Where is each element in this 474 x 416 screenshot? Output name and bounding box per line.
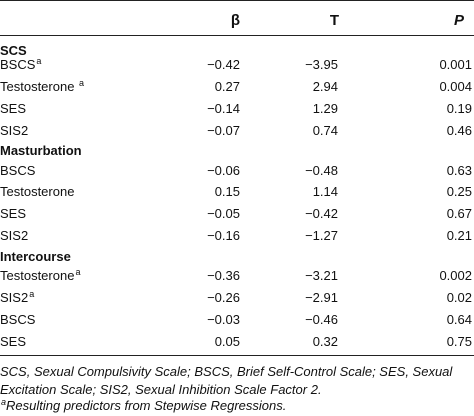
table-row: BSCS −0.06 −0.48 0.63 bbox=[0, 160, 474, 182]
t-value: −1.27 bbox=[305, 228, 338, 243]
footnote-marker: a bbox=[75, 267, 81, 277]
t-value: −3.21 bbox=[305, 268, 338, 283]
p-value: 0.67 bbox=[446, 206, 472, 221]
table-row: BSCS −0.03 −0.46 0.64 bbox=[0, 309, 474, 331]
table-row: Testosteronea −0.36 −3.21 0.002 bbox=[0, 265, 474, 287]
row-label: SIS2a bbox=[0, 289, 35, 306]
column-header-p: P bbox=[453, 12, 464, 29]
row-label: SES bbox=[0, 101, 27, 116]
table-note-line-2: Excitation Scale; SIS2, Sexual Inhibitio… bbox=[0, 382, 322, 397]
beta-value: 0.27 bbox=[214, 79, 240, 94]
table-header-rule bbox=[0, 35, 474, 36]
t-value: −0.46 bbox=[305, 312, 338, 327]
p-value: 0.02 bbox=[446, 290, 472, 305]
beta-value: 0.15 bbox=[214, 184, 240, 199]
beta-value: −0.26 bbox=[207, 290, 240, 305]
footnote-marker: a bbox=[79, 78, 85, 88]
table-row: SIS2 −0.07 0.74 0.46 bbox=[0, 120, 474, 142]
row-label: BSCSa bbox=[0, 56, 42, 73]
p-value: 0.64 bbox=[446, 312, 472, 327]
table-row: BSCSa −0.42 −3.95 0.001 bbox=[0, 54, 474, 76]
table-row: SIS2 −0.16 −1.27 0.21 bbox=[0, 225, 474, 247]
beta-value: −0.05 bbox=[207, 206, 240, 221]
t-value: −2.91 bbox=[305, 290, 338, 305]
column-header-t: T bbox=[329, 12, 339, 29]
table-bottom-rule bbox=[0, 355, 474, 356]
section-title-masturbation: Masturbation bbox=[0, 143, 82, 158]
p-value: 0.75 bbox=[446, 334, 472, 349]
beta-value: −0.16 bbox=[207, 228, 240, 243]
t-value: 1.29 bbox=[312, 101, 338, 116]
p-value: 0.19 bbox=[446, 101, 472, 116]
p-value: 0.004 bbox=[439, 79, 472, 94]
footnote-marker: a bbox=[1, 397, 7, 407]
p-value: 0.002 bbox=[439, 268, 472, 283]
p-value: 0.21 bbox=[446, 228, 472, 243]
t-value: 2.94 bbox=[312, 79, 338, 94]
footnote-marker: a bbox=[36, 56, 42, 66]
t-value: 1.14 bbox=[312, 184, 338, 199]
t-value: 0.32 bbox=[312, 334, 338, 349]
beta-value: −0.36 bbox=[207, 268, 240, 283]
row-label: SES bbox=[0, 334, 27, 349]
table-row: Testosterone 0.15 1.14 0.25 bbox=[0, 181, 474, 203]
section-title-intercourse: Intercourse bbox=[0, 249, 71, 264]
p-value: 0.25 bbox=[446, 184, 472, 199]
p-value: 0.001 bbox=[439, 57, 472, 72]
row-label: BSCS bbox=[0, 312, 36, 327]
row-label: BSCS bbox=[0, 163, 36, 178]
row-label: SES bbox=[0, 206, 27, 221]
beta-value: −0.07 bbox=[207, 123, 240, 138]
t-value: −3.95 bbox=[305, 57, 338, 72]
table-note-line-1: SCS, Sexual Compulsivity Scale; BSCS, Br… bbox=[0, 364, 453, 379]
table-footnote: aResulting predictors from Stepwise Regr… bbox=[1, 397, 287, 414]
t-value: −0.48 bbox=[305, 163, 338, 178]
beta-value: −0.14 bbox=[207, 101, 240, 116]
footnote-marker: a bbox=[29, 289, 35, 299]
row-label: Testosterone bbox=[0, 184, 75, 199]
row-label: Testosterone a bbox=[0, 78, 85, 95]
p-value: 0.63 bbox=[446, 163, 472, 178]
table-row: SES −0.05 −0.42 0.67 bbox=[0, 203, 474, 225]
t-value: 0.74 bbox=[312, 123, 338, 138]
table-top-rule bbox=[0, 0, 474, 1]
beta-value: 0.05 bbox=[214, 334, 240, 349]
table-row: SES 0.05 0.32 0.75 bbox=[0, 331, 474, 353]
p-value: 0.46 bbox=[446, 123, 472, 138]
section-title-scs: SCS bbox=[0, 43, 27, 58]
table-row: Testosterone a 0.27 2.94 0.004 bbox=[0, 76, 474, 98]
t-value: −0.42 bbox=[305, 206, 338, 221]
beta-value: −0.06 bbox=[207, 163, 240, 178]
column-header-beta: β bbox=[230, 12, 240, 29]
row-label: SIS2 bbox=[0, 228, 29, 243]
table-row: SIS2a −0.26 −2.91 0.02 bbox=[0, 287, 474, 309]
row-label: Testosteronea bbox=[0, 267, 81, 284]
beta-value: −0.03 bbox=[207, 312, 240, 327]
table-row: SES −0.14 1.29 0.19 bbox=[0, 98, 474, 120]
beta-value: −0.42 bbox=[207, 57, 240, 72]
row-label: SIS2 bbox=[0, 123, 29, 138]
